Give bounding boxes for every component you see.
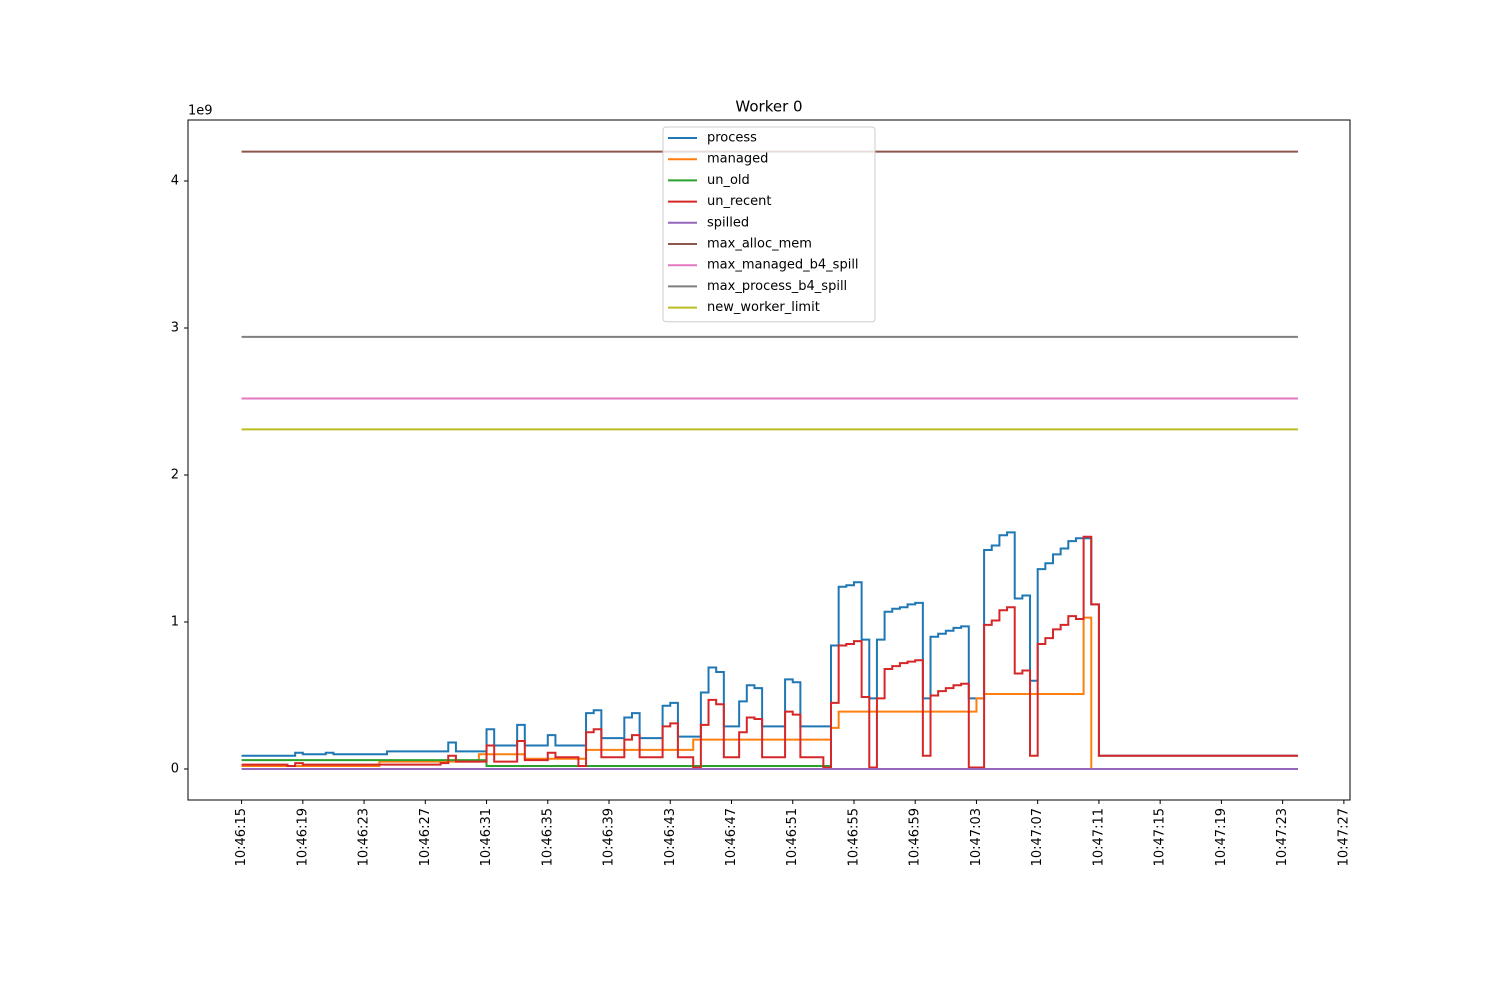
legend-label: managed <box>707 152 768 167</box>
x-tick-label: 10:47:19 <box>1214 808 1229 866</box>
y-tick-label: 3 <box>171 320 179 335</box>
chart-title: Worker 0 <box>735 98 802 116</box>
legend-label: max_alloc_mem <box>707 237 812 252</box>
x-tick-label: 10:46:35 <box>540 808 555 866</box>
series-line <box>241 535 1298 769</box>
x-tick-label: 10:46:39 <box>602 808 617 866</box>
legend-label: un_old <box>707 173 750 188</box>
x-tick-label: 10:47:27 <box>1336 808 1351 866</box>
x-tick-label: 10:46:15 <box>234 808 249 866</box>
legend-label: spilled <box>707 215 749 230</box>
y-tick-label: 2 <box>171 467 179 482</box>
x-tick-label: 10:46:55 <box>846 808 861 866</box>
y-tick-label: 0 <box>171 761 179 776</box>
x-tick-label: 10:47:23 <box>1275 808 1290 866</box>
x-tick-label: 10:46:47 <box>724 808 739 866</box>
x-tick-label: 10:47:07 <box>1030 808 1045 866</box>
x-tick-label: 10:46:51 <box>785 808 800 866</box>
series-line <box>241 531 1298 757</box>
legend-label: new_worker_limit <box>707 300 820 315</box>
x-tick-label: 10:46:59 <box>908 808 923 866</box>
legend-label: max_process_b4_spill <box>707 279 847 294</box>
legend-box <box>662 126 876 323</box>
x-tick-label: 10:46:19 <box>295 808 310 866</box>
plot-frame <box>187 119 1351 801</box>
legend-label: process <box>707 131 757 146</box>
legend-label: un_recent <box>707 194 772 209</box>
x-tick-label: 10:46:31 <box>479 808 494 866</box>
x-tick-label: 10:46:43 <box>663 808 678 866</box>
y-offset-label: 1e9 <box>188 104 213 119</box>
y-tick-label: 1 <box>171 614 179 629</box>
x-tick-label: 10:47:15 <box>1153 808 1168 866</box>
x-tick-label: 10:46:27 <box>418 808 433 866</box>
y-tick-label: 4 <box>171 174 179 189</box>
x-tick-label: 10:47:03 <box>969 808 984 866</box>
legend-label: max_managed_b4_spill <box>707 258 859 273</box>
x-tick-label: 10:47:11 <box>1091 808 1106 866</box>
x-tick-label: 10:46:23 <box>357 808 372 866</box>
